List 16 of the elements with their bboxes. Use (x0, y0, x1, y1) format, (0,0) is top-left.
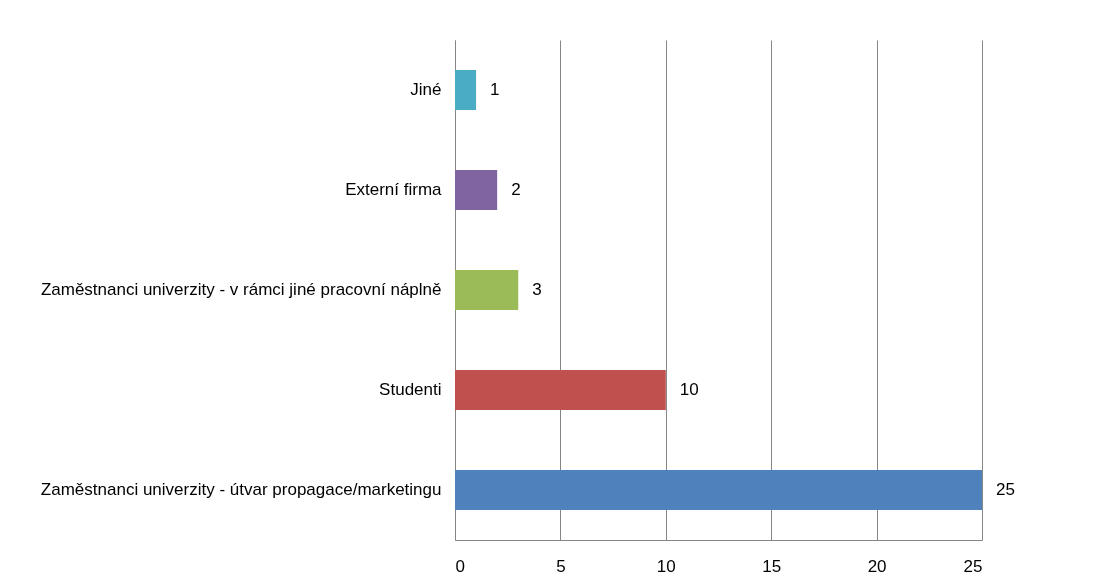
data-label: 2 (511, 180, 521, 199)
y-tick-label: Jiné (410, 80, 442, 99)
data-label: 10 (679, 380, 699, 399)
data-label: 25 (996, 480, 1015, 499)
x-tick-label: 15 (762, 556, 782, 576)
x-tick-label: 5 (556, 556, 566, 576)
x-tick-label: 0 (455, 556, 465, 576)
y-tick-label: Studenti (379, 380, 442, 399)
y-tick-label: Externí firma (345, 180, 443, 199)
x-tick-label: 10 (656, 556, 676, 576)
x-tick-label: 20 (867, 556, 887, 576)
data-label: 1 (490, 80, 500, 99)
y-tick-label: Zaměstnanci univerzity - útvar propagace/marketingu (40, 480, 442, 499)
x-tick-label: 25 (963, 556, 983, 576)
data-label: 3 (532, 280, 542, 299)
y-tick-label: Zaměstnanci univerzity - v rámci jiné pracovní náplně (40, 280, 442, 299)
